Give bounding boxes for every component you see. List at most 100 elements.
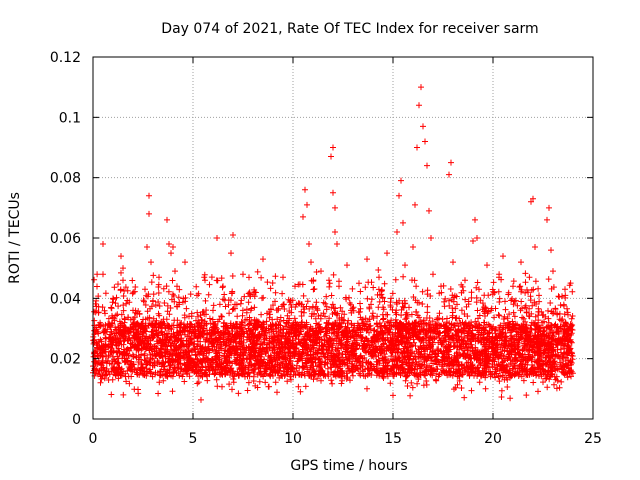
x-tick-labels: 0 5 10 15 20 25 [89,431,602,447]
data-point [332,228,338,235]
x-tick-label: 15 [384,431,402,447]
data-point [394,228,400,235]
data-point [474,235,480,241]
data-point [398,177,404,184]
data-point [450,259,456,266]
data-point [428,235,434,241]
data-point [446,171,452,178]
data-point [302,186,308,193]
y-tick-label: 0.04 [50,291,81,307]
data-point [326,277,332,284]
data-point [562,286,568,293]
grid-lines [93,57,593,419]
y-tick-label: 0.12 [50,50,81,66]
data-point [306,241,312,248]
data-point [330,189,336,196]
data-point [148,259,154,266]
data-point [170,244,176,251]
data-point [156,274,162,281]
data-point [420,123,426,130]
data-point [414,144,420,151]
dense-point-cloud [90,267,576,403]
data-point [240,271,246,278]
data-point [280,274,286,281]
data-point [300,213,306,220]
data-point [120,265,126,272]
data-point [334,241,340,248]
y-tick-label: 0 [72,412,81,428]
data-point [502,298,508,305]
data-point [548,247,554,254]
data-point [470,238,476,245]
data-point [174,283,180,290]
data-point [396,192,402,199]
data-point [344,262,350,269]
data-point [330,144,336,151]
data-point [402,262,408,269]
data-point [120,277,126,284]
data-point [528,198,534,205]
y-tick-labels: 0 0.02 0.04 0.06 0.08 0.1 0.12 [50,50,81,428]
data-point [332,204,338,211]
data-point [410,244,416,251]
data-point [522,304,528,311]
data-point [430,271,436,278]
data-point [476,286,482,293]
data-point [166,241,172,248]
data-point [384,250,390,257]
data-point [400,219,406,226]
x-tick-label: 25 [584,431,602,447]
data-point [416,102,422,109]
y-axis-label: ROTI / TECUs [7,192,23,284]
data-point [142,286,148,293]
data-point [418,84,424,91]
data-point [500,253,506,260]
data-point [100,271,106,278]
chart-title: Day 074 of 2021, Rate Of TEC Index for r… [161,21,538,37]
data-point [318,268,324,275]
data-point [228,250,234,257]
point-cloud-markers [90,267,576,403]
data-point [422,138,428,145]
data-point [462,277,468,284]
data-point [214,235,220,241]
data-point [364,256,370,263]
axis-ticks [92,56,594,420]
x-tick-label: 5 [189,431,198,447]
y-tick-label: 0.1 [59,110,81,126]
data-point [146,192,152,199]
data-point [546,204,552,211]
data-point [426,207,432,214]
data-point [144,244,150,251]
data-point [168,250,174,257]
data-point [164,216,170,223]
data-point [356,280,362,287]
y-tick-label: 0.08 [50,171,81,187]
data-point [118,253,124,260]
data-point [510,283,516,290]
data-point [328,153,334,160]
data-point [322,313,328,320]
data-point [292,283,298,290]
data-point [544,216,550,223]
data-point [406,304,412,311]
data-point [230,231,236,238]
data-point [376,274,382,281]
x-tick-label: 20 [484,431,502,447]
y-tick-label: 0.02 [50,352,81,368]
data-point [472,216,478,223]
data-point [182,259,188,266]
data-point [308,259,314,266]
data-point [146,210,152,217]
data-point [530,195,536,202]
data-point [532,244,538,251]
data-point [448,159,454,166]
x-tick-label: 10 [284,431,302,447]
data-point [484,262,490,269]
data-point [260,256,266,263]
data-point [550,268,556,275]
x-axis-label: GPS time / hours [290,458,407,474]
data-point [424,162,430,169]
data-point [304,201,310,208]
